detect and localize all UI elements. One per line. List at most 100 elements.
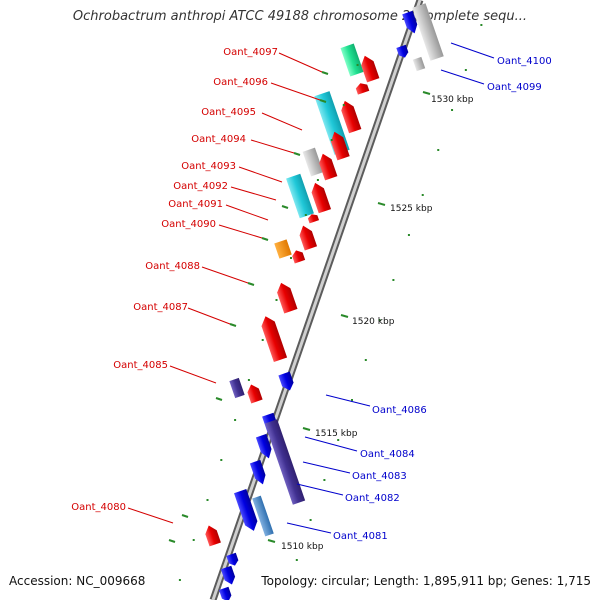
scale-mark [181,514,189,518]
right-gene-label: Oant_4083 [352,471,407,482]
gene-feature [361,55,380,83]
left-gene-label: Oant_4087 [133,302,188,313]
left-leader-line [270,82,321,101]
left-leader-line [169,365,217,384]
left-leader-line [127,507,174,524]
scale-tick-mark [267,539,276,543]
left-gene-label: Oant_4080 [71,502,126,513]
scale-dot [323,479,326,481]
scale-tick-label: 1520 kbp [352,317,395,327]
gene-feature [277,282,298,314]
right-leader-line [286,522,332,534]
scale-dot [451,109,454,111]
scale-tick-mark [302,427,311,431]
gene-feature [278,371,294,391]
scale-dot [342,104,345,106]
scale-dot [351,399,353,401]
right-leader-line [325,394,371,407]
scale-dot [275,299,278,301]
right-gene-labels: Oant_4100 Oant_4099 Oant_4086 Oant_4084 Oant… [286,42,552,542]
gene-feature [402,10,418,34]
gene-feature [255,433,272,459]
gene-feature [226,552,239,566]
scale-dot [337,439,340,441]
scale-tick-mark [340,314,349,318]
scale-dot [295,559,298,561]
left-gene-label: Oant_4093 [181,161,236,172]
scale-dot [304,214,307,216]
gene-feature [299,225,318,251]
right-leader-line [296,483,344,496]
gene-feature [247,384,263,404]
scale-mark [229,323,237,327]
left-gene-label: Oant_4096 [213,77,268,88]
left-gene-label: Oant_4091 [168,199,223,210]
scale-tick-label: 1510 kbp [281,542,324,552]
right-leader-line [302,461,351,474]
left-leader-line [278,52,323,73]
scale-dot [289,257,292,259]
gene-features [205,3,444,600]
left-gene-label: Oant_4090 [161,219,216,230]
gene-feature [205,525,221,547]
left-leader-line [187,307,231,325]
left-gene-label: Oant_4092 [173,181,228,192]
scale-dot [234,419,237,421]
gene-feature [412,3,444,61]
gene-feature [319,153,338,181]
right-leader-line [450,42,495,59]
scale-dot [392,279,395,281]
gene-feature [229,377,245,399]
gene-feature [249,459,266,485]
right-gene-label: Oant_4100 [497,56,552,67]
left-leader-line [201,266,249,284]
left-leader-line [261,112,303,131]
gene-feature [340,43,364,77]
right-gene-label: Oant_4082 [345,493,400,504]
accession-text: Accession: NC_009668 [9,574,146,588]
left-leader-line [218,224,263,239]
scale-mark [261,237,269,241]
gene-feature [412,56,426,72]
gene-feature [218,586,232,600]
gene-feature [234,489,258,531]
left-leader-line [238,166,283,183]
gene-feature [307,214,320,224]
scale-dots [168,24,483,581]
left-gene-label: Oant_4097 [223,47,278,58]
gene-feature [220,565,236,585]
left-gene-labels: Oant_4097 Oant_4096 Oant_4095 Oant_4094 Oant… [71,47,323,524]
scale-dot [330,139,333,141]
left-gene-label: Oant_4085 [113,360,168,371]
left-leader-line [230,186,277,201]
scale-dot [316,179,319,181]
genome-summary: Topology: circular; Length: 1,895,911 bp… [261,574,591,588]
right-gene-label: Oant_4084 [360,449,415,460]
scale-dot [421,194,424,196]
scale-dot [407,234,410,236]
scale-mark [168,539,176,543]
scale-dot [364,359,367,361]
left-leader-line [225,204,269,221]
scale-dot [464,69,467,71]
right-leader-line [440,69,485,85]
left-gene-label: Oant_4095 [201,107,256,118]
scale-dot [206,499,209,501]
scale-tick-label: 1530 kbp [431,95,474,105]
scale-dot [220,459,223,461]
scale-dot [309,519,312,521]
right-gene-label: Oant_4081 [333,531,388,542]
gene-feature [274,239,292,259]
left-gene-label: Oant_4094 [191,134,246,145]
gene-feature [292,250,306,264]
gene-feature [286,173,314,219]
right-leader-line [304,436,358,452]
left-gene-label: Oant_4088 [145,261,200,272]
scale-dot [356,64,359,66]
gene-feature [355,83,370,95]
scale-tick-mark [377,202,386,206]
scale-mark [247,282,255,286]
scale-dot [480,24,483,26]
gene-feature [252,495,274,537]
